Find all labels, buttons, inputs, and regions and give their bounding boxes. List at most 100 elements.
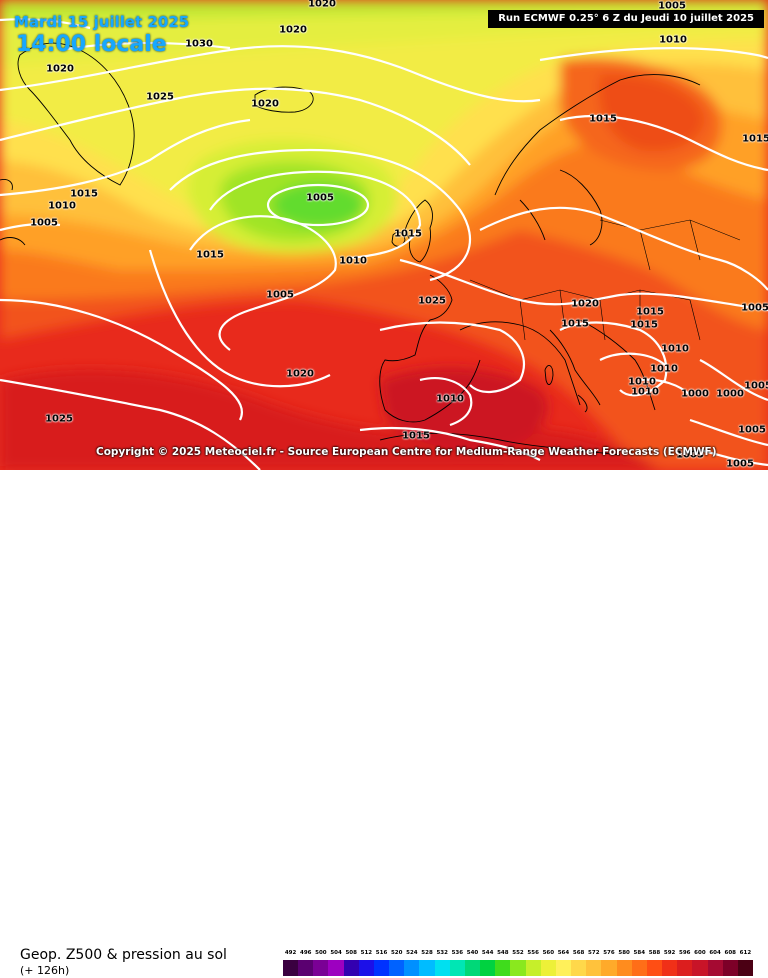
isobar-label: 1005 [266, 289, 294, 301]
legend-swatch [495, 960, 511, 976]
legend-swatch [343, 960, 360, 976]
isobar-label: 1015 [402, 430, 430, 442]
legend-swatch [404, 960, 420, 976]
geopotential-field [0, 0, 768, 470]
isobar-label: 1005 [676, 449, 704, 461]
isobar-label: 1025 [146, 91, 174, 103]
lead-time: (+ 126h) [20, 964, 70, 977]
legend-bar: Geop. Z500 & pression au sol (+ 126h) 49… [0, 470, 768, 977]
isobar-label: 1015 [636, 306, 664, 318]
legend-tick-label: 508 [345, 950, 357, 956]
legend-tick-label: 492 [284, 950, 297, 956]
isobar-label: 1015 [742, 133, 768, 145]
isobar-label: 1015 [589, 113, 617, 125]
legend-swatch [313, 960, 329, 976]
legend-tick-label: 556 [527, 950, 539, 956]
legend-tick-label: 588 [648, 950, 661, 956]
isobar-label: 1025 [418, 295, 446, 307]
isobar-label: 1005 [726, 458, 754, 470]
forecast-map: 1030 1020 1020 1020 1025 1020 1015 1010 … [0, 0, 768, 470]
legend-tick-label: 568 [572, 950, 585, 956]
isobar-label: 1010 [628, 376, 656, 388]
isobar-label: 1020 [279, 24, 307, 36]
isobar-label: 1005 [306, 192, 334, 204]
legend-tick-label: 560 [542, 950, 555, 956]
legend-swatch [677, 960, 693, 976]
legend-tick-label: 544 [481, 950, 494, 956]
map-title: Geop. Z500 & pression au sol [20, 947, 227, 963]
legend-swatch [586, 960, 602, 976]
isobar-label: 1005 [658, 0, 686, 12]
legend-tick-label: 592 [663, 950, 676, 956]
isobar-label: 1005 [30, 217, 58, 229]
legend-swatch [722, 960, 739, 976]
legend-tick-label: 600 [694, 950, 706, 956]
legend-swatch [646, 960, 663, 976]
legend-swatch [419, 960, 436, 976]
legend-tick-label: 612 [739, 950, 752, 956]
legend-tick-label: 532 [436, 950, 448, 956]
isobar-label: 1000 [716, 388, 744, 400]
legend-tick-label: 548 [497, 950, 509, 956]
isobar-label: 1015 [394, 228, 422, 240]
legend-tick-label: 496 [299, 950, 312, 956]
legend-tick-label: 520 [390, 950, 403, 956]
isobar-label: 1020 [251, 98, 279, 110]
legend-tick-label: 524 [406, 950, 418, 956]
isobar-label: 1020 [46, 63, 74, 75]
legend-swatch [373, 960, 390, 976]
color-scale: 492 496 500 504 508 512 516 520 524 528 532 536 540 5… [283, 950, 754, 978]
legend-swatch [631, 960, 648, 976]
coastlines [0, 42, 741, 456]
forecast-date: Mardi 15 juillet 2025 [14, 13, 190, 31]
isobar-label: 1010 [48, 200, 76, 212]
isobar-label: 1015 [561, 318, 589, 330]
legend-swatch [525, 960, 542, 976]
legend-swatch [510, 960, 527, 976]
legend-tick-label: 516 [375, 950, 388, 956]
isobar-label: 1020 [286, 368, 314, 380]
isobar-label: 1010 [661, 343, 689, 355]
legend-tick-label: 504 [330, 950, 342, 956]
isobar-label: 1005 [741, 302, 768, 314]
run-info-banner: Run ECMWF 0.25° 6 Z du Jeudi 10 juillet … [488, 10, 764, 28]
forecast-local-time: 14:00 locale [16, 32, 167, 57]
isobar-label: 1000 [681, 388, 709, 400]
legend-tick-label: 540 [466, 950, 479, 956]
isobar-label: 1030 [185, 38, 213, 50]
isobar-label: 1020 [308, 0, 336, 10]
legend-tick-label: 536 [451, 950, 464, 956]
legend-swatch [328, 960, 345, 976]
legend-swatch [389, 960, 405, 976]
legend-swatch [707, 960, 724, 976]
legend-tick-label: 584 [633, 950, 646, 956]
legend-swatch [358, 960, 375, 976]
isobar-label: 1005 [744, 380, 768, 392]
isobars [0, 18, 768, 470]
copyright-notice: Copyright © 2025 Meteociel.fr - Source E… [96, 446, 717, 458]
legend-swatch [571, 960, 587, 976]
legend-swatch [434, 960, 451, 976]
legend-swatch [480, 960, 496, 976]
legend-tick-label: 608 [724, 950, 736, 956]
isobar-label: 1010 [339, 255, 367, 267]
legend-swatch [616, 960, 633, 976]
legend-swatch [464, 960, 481, 976]
legend-tick-label: 512 [360, 950, 373, 956]
legend-swatch [662, 960, 678, 976]
legend-tick-label: 604 [709, 950, 721, 956]
isobar-label: 1015 [196, 249, 224, 261]
legend-swatch [737, 960, 754, 976]
isobar-label: 1005 [738, 424, 766, 436]
legend-tick-label: 596 [679, 950, 691, 956]
isobar-label: 1010 [436, 393, 464, 405]
legend-tick-label: 576 [603, 950, 615, 956]
legend-tick-label: 500 [315, 950, 327, 956]
isobar-label: 1010 [631, 386, 659, 398]
isobar-label: 1020 [571, 298, 599, 310]
isobar-label: 1015 [630, 319, 658, 331]
legend-swatch [692, 960, 708, 976]
legend-tick-label: 528 [421, 950, 433, 956]
legend-swatch [601, 960, 618, 976]
legend-tick-label: 572 [588, 950, 600, 956]
